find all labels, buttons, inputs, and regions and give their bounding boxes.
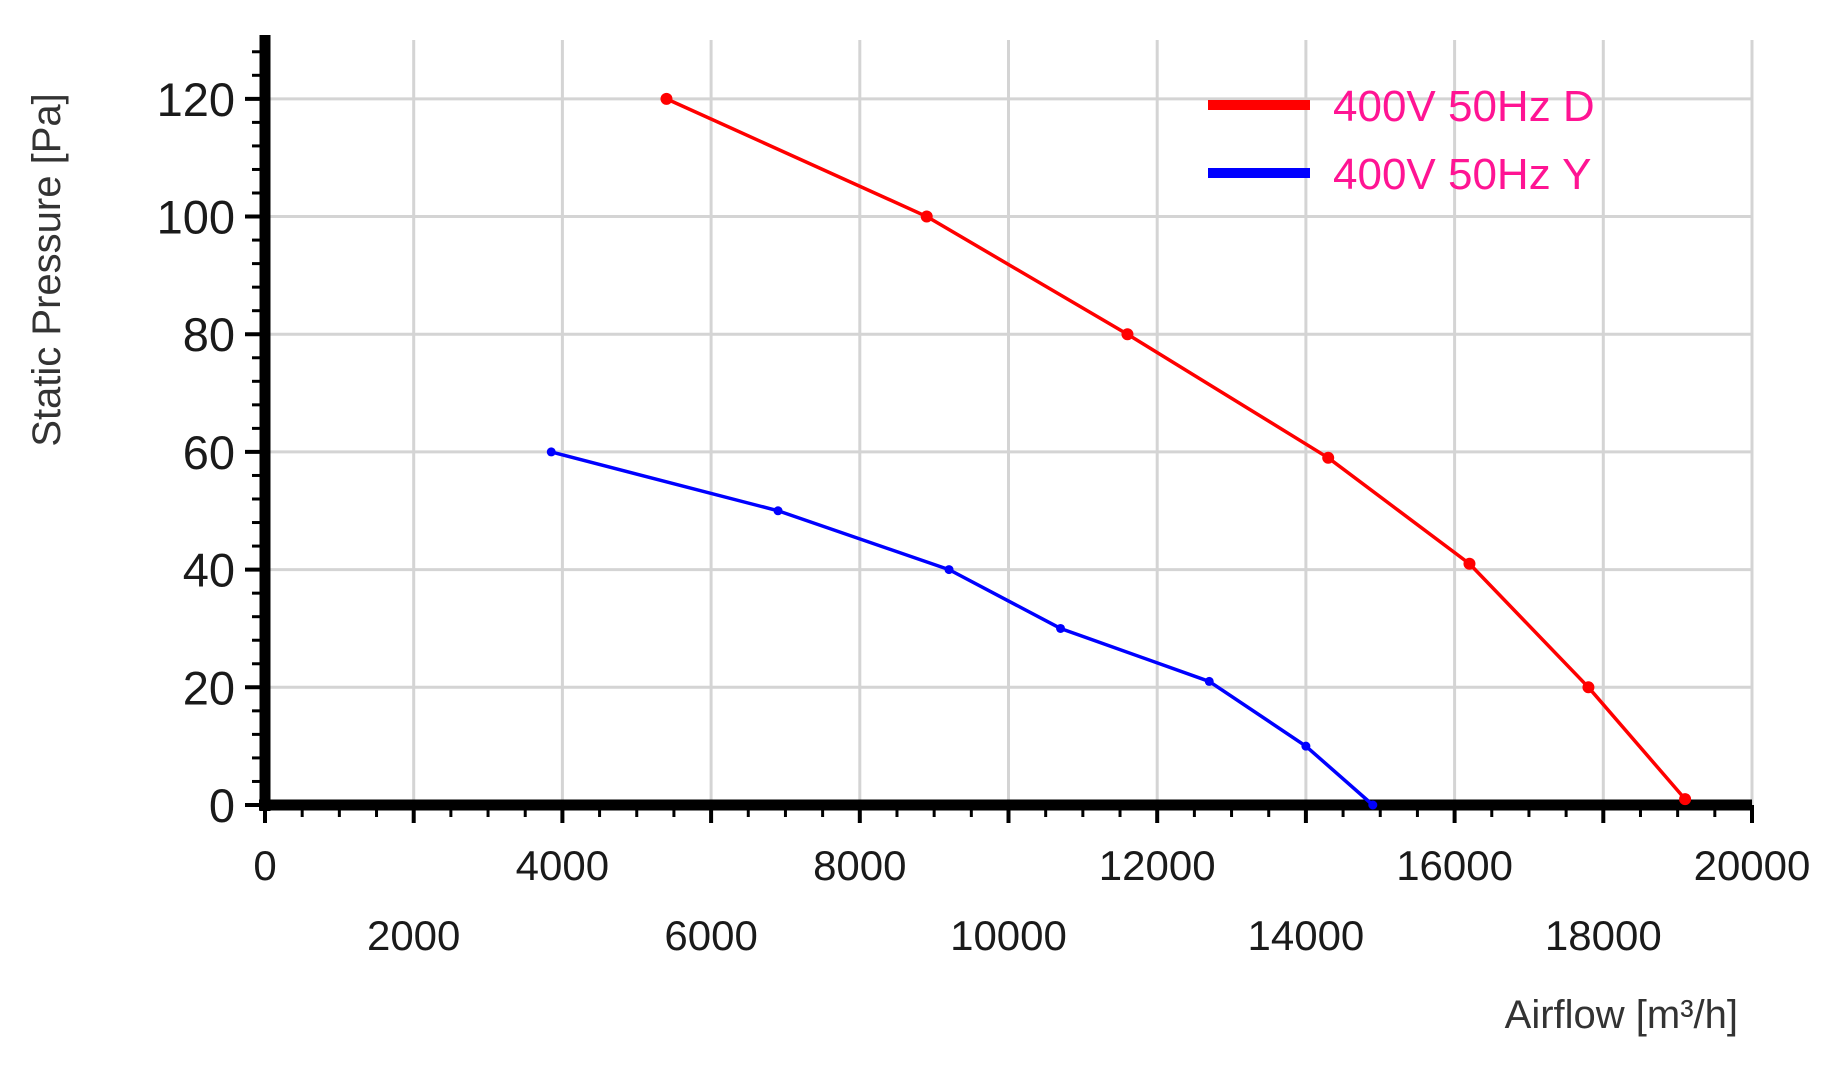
x-tick-label: 8000 — [813, 842, 906, 889]
legend: 400V 50Hz D 400V 50Hz Y — [1208, 82, 1595, 199]
y-axis-title: Static Pressure [Pa] — [25, 93, 69, 446]
grid — [265, 40, 1754, 805]
x-axis-title: Airflow [m³/h] — [1505, 993, 1738, 1037]
y-tick-label: 120 — [157, 73, 235, 126]
data-point — [1204, 676, 1214, 686]
data-point — [1056, 623, 1066, 633]
y-tick-label: 0 — [209, 779, 235, 832]
data-point — [1463, 557, 1476, 570]
x-tick-label: 18000 — [1545, 912, 1662, 959]
x-tick-label: 2000 — [367, 912, 460, 959]
data-point — [546, 447, 556, 457]
series-layer — [546, 92, 1692, 810]
axes — [245, 35, 1754, 823]
data-point — [1322, 451, 1335, 464]
data-point — [1368, 800, 1378, 810]
y-tick-label: 100 — [157, 191, 235, 244]
data-point — [1301, 741, 1311, 751]
x-tick-label: 12000 — [1099, 842, 1216, 889]
legend-label: 400V 50Hz Y — [1333, 150, 1591, 199]
series-line-2 — [550, 450, 1374, 807]
x-tick-label: 6000 — [664, 912, 757, 959]
y-tick-label: 40 — [183, 544, 235, 597]
tick-labels: 0 20 40 60 80 100 120 0 2000 4000 6000 8000 10000 120… — [157, 73, 1811, 959]
data-point — [773, 506, 783, 516]
data-point — [1582, 681, 1595, 694]
x-tick-label: 14000 — [1248, 912, 1365, 959]
data-point — [1121, 328, 1134, 341]
y-tick-label: 80 — [183, 308, 235, 361]
x-tick-label: 4000 — [516, 842, 609, 889]
data-point — [944, 565, 954, 575]
x-tick-label: 10000 — [950, 912, 1067, 959]
data-point — [1679, 793, 1692, 806]
y-tick-label: 60 — [183, 426, 235, 479]
data-point — [660, 92, 673, 105]
x-tick-label: 16000 — [1396, 842, 1513, 889]
x-tick-label: 20000 — [1694, 842, 1811, 889]
series-line-1 — [665, 97, 1687, 801]
data-point — [920, 210, 933, 223]
x-tick-label: 0 — [253, 842, 276, 889]
y-tick-label: 20 — [183, 661, 235, 714]
legend-label: 400V 50Hz D — [1333, 82, 1595, 131]
